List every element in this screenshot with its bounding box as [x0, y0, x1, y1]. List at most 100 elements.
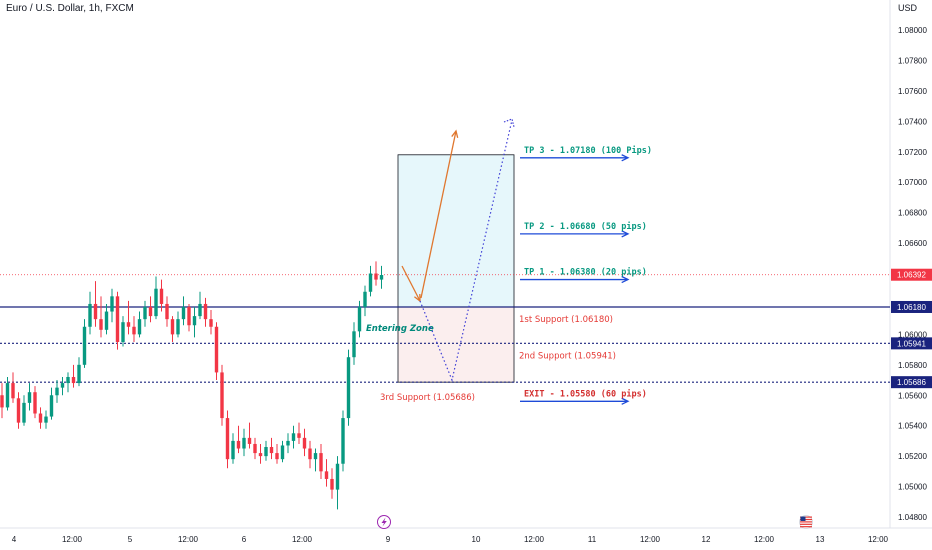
x-tick-label: 12:00 [62, 535, 83, 544]
candle-body [5, 383, 10, 408]
tp2-arrow [520, 230, 630, 238]
candle-body [242, 437, 246, 449]
y-tick-label: 1.05400 [898, 422, 927, 431]
candle-body [313, 453, 318, 460]
x-tick-label: 12:00 [524, 535, 545, 544]
candle-body [363, 291, 367, 307]
exit-label: EXIT - 1.05580 (60 pips) [524, 388, 647, 399]
candle-body [16, 398, 21, 423]
candle-body [302, 437, 307, 449]
x-tick-label: 6 [242, 535, 247, 544]
level-badge: 1.05941 [891, 337, 932, 350]
level-badge-text: 1.05941 [897, 339, 926, 348]
candle-body [44, 416, 48, 423]
support2-label: 2nd Support (1.05941) [519, 351, 616, 361]
support3-label: 3rd Support (1.05686) [380, 393, 475, 403]
candle-body [27, 392, 32, 403]
x-tick-label: 12:00 [178, 535, 199, 544]
candle-body [286, 440, 290, 446]
candle-body [324, 471, 329, 479]
candle-body [291, 433, 296, 441]
level-badge: 1.06180 [891, 300, 932, 313]
x-tick-label: 9 [386, 535, 391, 544]
candle-body [192, 316, 197, 326]
candle-body [181, 306, 186, 320]
candle-body [220, 372, 224, 419]
y-tick-label: 1.07600 [898, 87, 927, 96]
x-tick-label: 10 [472, 535, 481, 544]
candle-body [247, 437, 252, 444]
candle-body [93, 303, 98, 320]
candle-body [198, 303, 202, 317]
candle-body [154, 288, 158, 317]
candle-body [374, 273, 378, 280]
x-tick-label: 12:00 [640, 535, 661, 544]
x-tick-label: 12 [702, 535, 711, 544]
candle-body [368, 273, 373, 292]
y-tick-label: 1.05600 [898, 391, 927, 400]
candle-body [275, 453, 279, 460]
candle-body [280, 445, 285, 460]
candle-body [341, 418, 345, 464]
candle-body [88, 303, 92, 327]
y-tick-label: 1.05800 [898, 361, 927, 370]
y-tick-label: 1.05000 [898, 483, 927, 492]
candle-body [319, 453, 323, 472]
x-tick-label: 13 [816, 535, 825, 544]
candle-body [379, 275, 384, 280]
us-flag-icon [799, 515, 813, 529]
entry-zone [398, 306, 514, 383]
candle-body [99, 319, 103, 330]
level-badge-text: 1.05686 [897, 378, 926, 387]
candle-body [159, 288, 164, 304]
y-tick-label: 1.06000 [898, 330, 927, 339]
candle-body [335, 463, 340, 490]
candle-body [258, 453, 263, 457]
chart-title: Euro / U.S. Dollar, 1h, FXCM [6, 3, 134, 14]
profit-zone [398, 154, 514, 307]
candle-body [137, 319, 142, 335]
y-tick-label: 1.06800 [898, 209, 927, 218]
candle-body [236, 440, 241, 449]
candle-body [143, 306, 147, 320]
tp2-label: TP 2 - 1.06680 (50 pips) [524, 221, 647, 232]
candle-body [115, 296, 120, 342]
x-tick-label: 5 [128, 535, 133, 544]
entering-zone-label: Entering Zone [366, 324, 434, 334]
projected-path-arrowhead [503, 118, 515, 128]
candle-body [308, 448, 312, 460]
candle-body [357, 306, 362, 332]
candle-body [170, 319, 175, 335]
candle-body [148, 306, 153, 317]
y-tick-label: 1.05200 [898, 452, 927, 461]
exit-arrow [520, 397, 630, 405]
level-badge-text: 1.06180 [897, 303, 926, 312]
current-price-badge: 1.06392 [891, 268, 932, 281]
x-tick-label: 12:00 [292, 535, 313, 544]
candle-body [0, 395, 4, 408]
candle-body [264, 446, 268, 457]
candle-body [126, 322, 131, 327]
candle-body [104, 311, 109, 330]
candle-body [82, 326, 87, 365]
candle-body [66, 376, 70, 384]
candle-body [121, 322, 125, 342]
target-arrow-up [420, 129, 459, 299]
y-tick-label: 1.06600 [898, 239, 927, 248]
candle-body [38, 413, 43, 423]
candle-body [253, 443, 257, 454]
tp1-arrow [520, 275, 630, 284]
currency-label: USD [898, 3, 918, 13]
y-tick-label: 1.07000 [898, 178, 927, 187]
candle-body [352, 331, 356, 358]
candle-body [231, 440, 235, 460]
candle-body [214, 326, 219, 373]
x-tick-label: 4 [12, 535, 17, 544]
candle-body [71, 376, 76, 384]
projected-path [419, 119, 513, 382]
current-price-badge-text: 1.06392 [897, 271, 926, 280]
candle-body [203, 303, 208, 320]
level-badge: 1.05686 [891, 376, 932, 389]
x-tick-label: 12:00 [754, 535, 775, 544]
